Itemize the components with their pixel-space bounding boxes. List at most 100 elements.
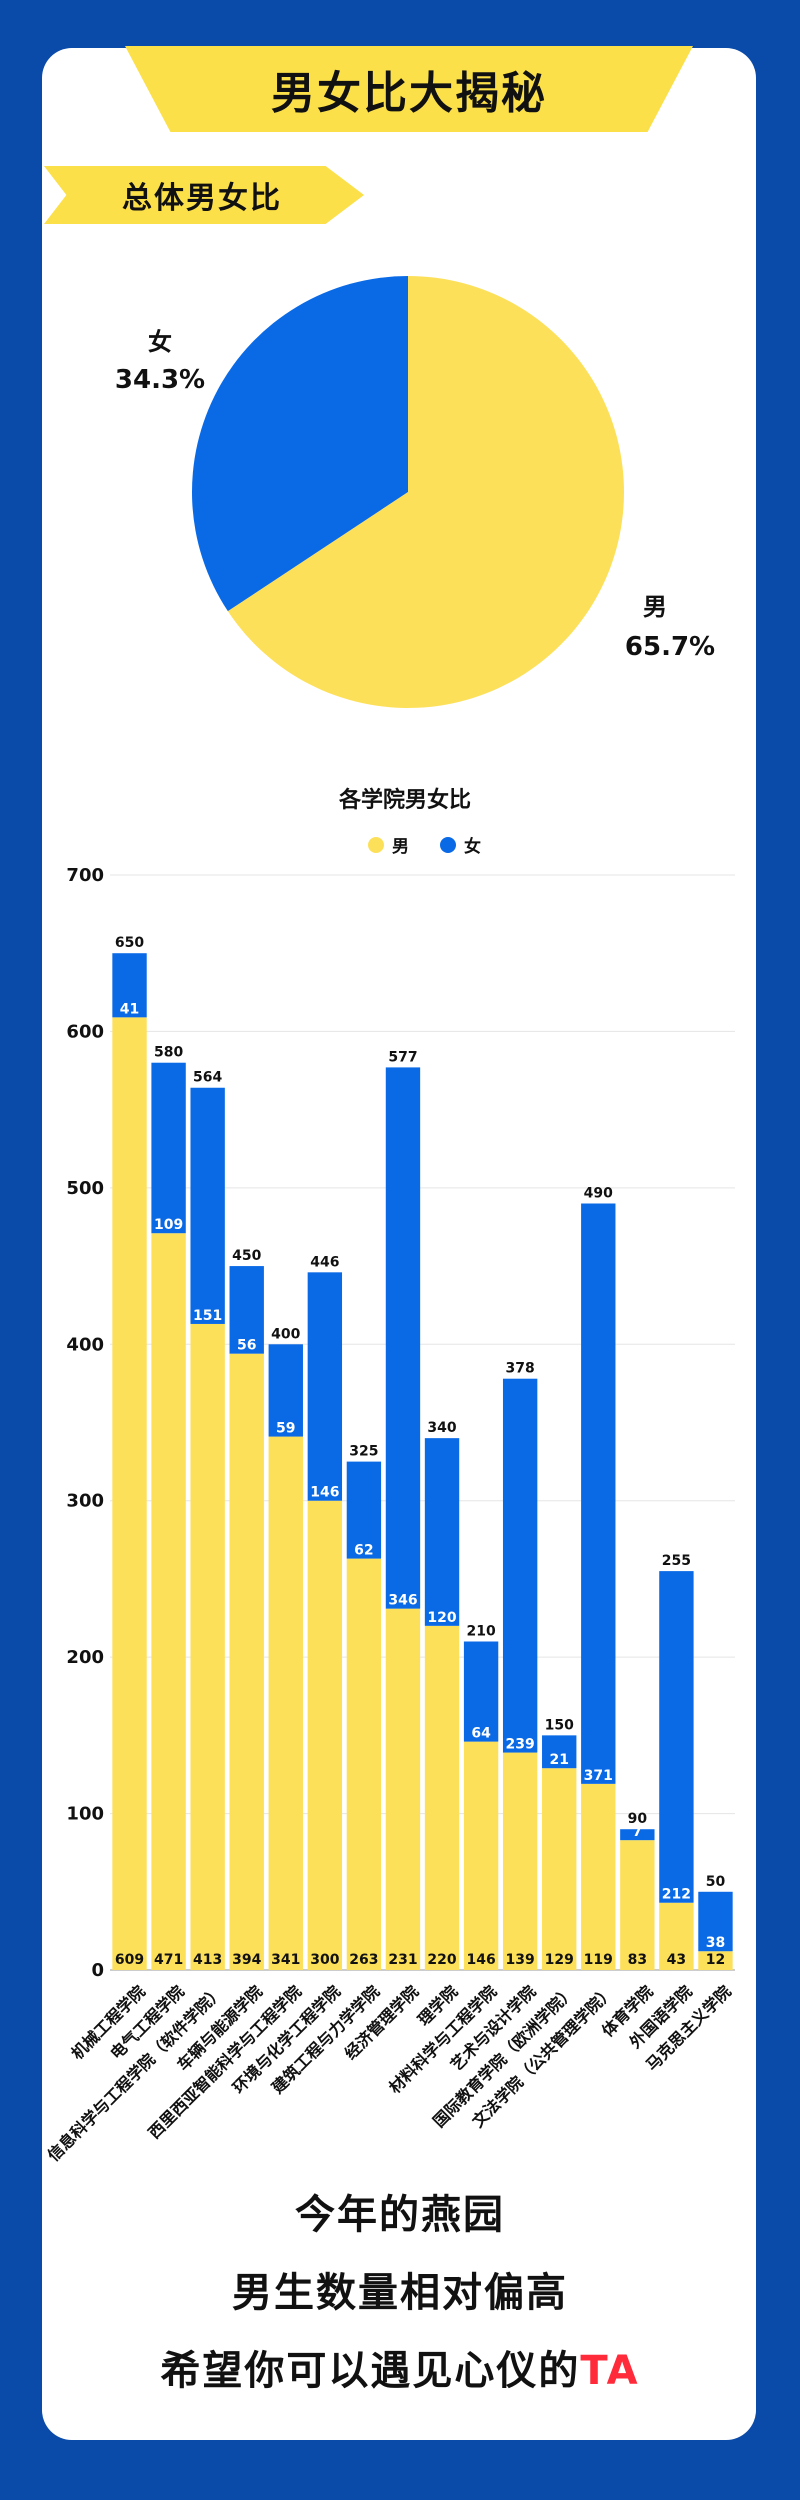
y-tick-100: 100: [66, 1804, 104, 1825]
section-banner: 总体男女比: [44, 166, 364, 224]
label-male-15: 12: [706, 1952, 725, 1968]
footer-line-3-text: 希望你可以遇见心仪的: [160, 2348, 581, 2394]
legend-marker-female: [440, 837, 456, 853]
bar-male-8: [424, 1625, 460, 1970]
label-male-2: 413: [193, 1952, 222, 1968]
footer-line-3: 希望你可以遇见心仪的TA: [0, 2338, 800, 2396]
label-total-11: 150: [545, 1717, 574, 1733]
label-total-6: 325: [349, 1444, 378, 1460]
label-female-1: 109: [154, 1217, 183, 1233]
bar-male-0: [112, 1017, 147, 1970]
bar-female-12: [581, 1203, 616, 1784]
pie-percent-male: 65.7%: [625, 632, 715, 662]
bar-female-15: [698, 1891, 733, 1952]
bar-male-2: [190, 1323, 225, 1970]
legend-marker-male: [368, 837, 384, 853]
pie-label-female: 女: [148, 328, 172, 356]
title-banner: 男女比大揭秘: [125, 46, 693, 132]
bar-female-7: [385, 1067, 421, 1609]
label-female-0: 41: [120, 1001, 139, 1017]
label-female-8: 120: [427, 1610, 456, 1626]
pie-slice-male: [227, 276, 624, 709]
bar-female-4: [268, 1344, 303, 1437]
label-male-4: 341: [271, 1952, 300, 1968]
bar-male-9: [463, 1741, 499, 1970]
label-total-10: 378: [506, 1361, 535, 1377]
bar-chart-title: 各学院男女比: [338, 787, 471, 813]
bar-female-1: [151, 1062, 186, 1234]
bar-male-7: [385, 1608, 421, 1970]
label-total-8: 340: [427, 1420, 456, 1436]
bar-male-13: [620, 1840, 655, 1970]
bar-male-5: [307, 1500, 343, 1970]
label-female-5: 146: [310, 1485, 339, 1501]
label-male-10: 139: [506, 1952, 535, 1968]
label-total-0: 650: [115, 935, 144, 951]
label-female-10: 239: [506, 1737, 535, 1753]
y-tick-500: 500: [66, 1178, 104, 1199]
label-total-15: 50: [706, 1874, 726, 1890]
pie-percent-female: 34.3%: [115, 365, 205, 395]
bar-female-10: [502, 1378, 538, 1753]
label-male-9: 146: [466, 1952, 495, 1968]
label-male-11: 129: [545, 1952, 574, 1968]
label-male-13: 83: [628, 1952, 647, 1968]
bar-male-14: [659, 1902, 694, 1970]
y-tick-0: 0: [91, 1960, 104, 1981]
pie-slice-female: [191, 276, 408, 612]
label-total-14: 255: [662, 1553, 691, 1569]
label-male-0: 609: [115, 1952, 144, 1968]
label-male-12: 119: [584, 1952, 613, 1968]
y-tick-600: 600: [66, 1021, 104, 1042]
label-female-13: 7: [632, 1824, 642, 1840]
bar-male-6: [346, 1558, 382, 1970]
section-title: 总体男女比: [122, 181, 282, 216]
label-total-12: 490: [584, 1186, 613, 1202]
bar-female-2: [190, 1087, 225, 1324]
label-total-3: 450: [232, 1248, 261, 1264]
y-tick-700: 700: [66, 865, 104, 886]
bar-female-3: [229, 1266, 264, 1354]
label-female-3: 56: [237, 1338, 256, 1354]
label-female-2: 151: [193, 1308, 222, 1324]
bar-female-6: [346, 1461, 382, 1559]
bar-male-4: [268, 1436, 303, 1970]
page-title: 男女比大揭秘: [271, 68, 547, 119]
label-female-7: 346: [388, 1593, 417, 1609]
bar-male-11: [542, 1768, 577, 1970]
label-female-15: 38: [706, 1935, 725, 1951]
legend-label-male: 男: [392, 837, 409, 857]
label-male-8: 220: [427, 1952, 456, 1968]
bar-male-3: [229, 1353, 264, 1970]
label-male-14: 43: [667, 1952, 686, 1968]
label-female-4: 59: [276, 1421, 295, 1437]
y-tick-400: 400: [66, 1334, 104, 1355]
pie-label-male: 男: [643, 593, 667, 621]
bar-female-9: [463, 1641, 499, 1742]
label-female-11: 21: [549, 1752, 568, 1768]
label-male-7: 231: [388, 1952, 417, 1968]
bar-female-14: [659, 1571, 694, 1903]
footer-line-2: 男生数量相对偏高: [232, 2270, 568, 2316]
label-male-1: 471: [154, 1952, 183, 1968]
label-female-12: 371: [584, 1768, 613, 1784]
bar-male-10: [502, 1752, 538, 1970]
label-male-3: 394: [232, 1952, 261, 1968]
bar-female-8: [424, 1438, 460, 1626]
label-total-1: 580: [154, 1045, 183, 1061]
label-male-6: 263: [349, 1952, 378, 1968]
label-female-6: 62: [354, 1543, 373, 1559]
label-total-13: 90: [628, 1811, 648, 1827]
bar-female-5: [307, 1272, 343, 1501]
label-total-9: 210: [466, 1624, 495, 1640]
bar-female-11: [542, 1735, 577, 1769]
bar-male-15: [698, 1951, 733, 1970]
bar-male-1: [151, 1233, 186, 1970]
bar-male-12: [581, 1783, 616, 1970]
legend-label-female: 女: [464, 836, 481, 857]
label-female-14: 212: [662, 1887, 691, 1903]
footer-line-1: 今年的燕园: [295, 2192, 505, 2238]
label-total-7: 577: [388, 1049, 417, 1065]
y-tick-200: 200: [66, 1647, 104, 1668]
